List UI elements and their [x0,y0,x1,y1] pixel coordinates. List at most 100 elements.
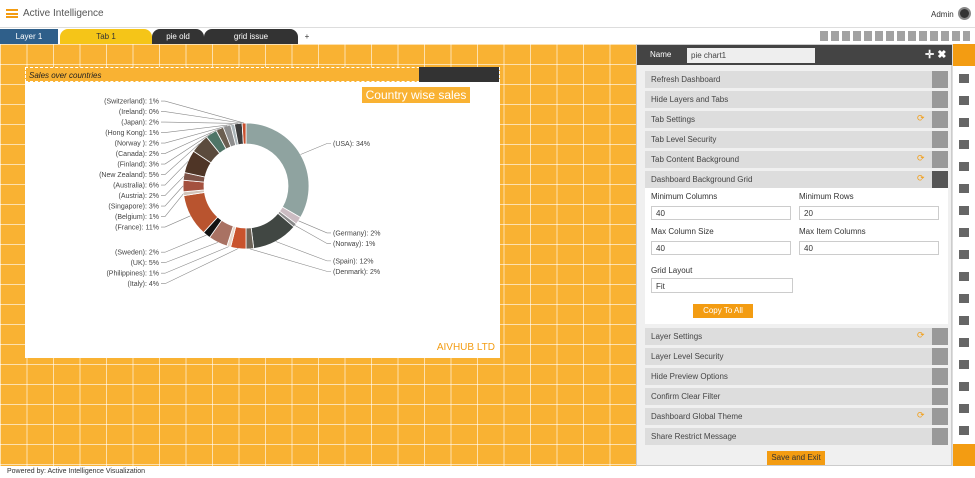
section-header[interactable]: Confirm Clear Filter [645,388,948,405]
toggle-button[interactable] [932,91,948,108]
data-label: (Germany): 2% [333,230,380,237]
number-input[interactable]: 20 [799,206,939,220]
select-input[interactable]: Fit [651,278,793,293]
leader-line [161,100,245,124]
copy-button[interactable]: Copy To All [693,304,753,318]
name-label: Name [650,50,672,59]
sidebar-icons[interactable] [959,74,969,454]
menu-icon[interactable] [6,9,18,18]
app-title: Active Intelligence [23,8,104,19]
section-header[interactable]: Hide Layers and Tabs [645,91,948,108]
toggle-button[interactable] [932,328,948,345]
chart-title: Country wise sales [366,88,467,102]
data-label: (Austria): 2% [119,193,159,200]
refresh-icon[interactable]: ⟳ [917,173,925,183]
data-label: (Norway): 1% [333,241,375,248]
leader-line [161,111,243,124]
toggle-button[interactable] [932,348,948,365]
data-label: (Norway ): 2% [115,141,159,148]
section-header[interactable]: Tab Settings ⟳ [645,111,948,128]
section-header[interactable]: Layer Level Security [645,348,948,365]
tab[interactable]: pie old [152,29,204,44]
refresh-icon[interactable]: ⟳ [917,153,925,163]
data-label: (Switzerland): 1% [104,99,159,106]
tab[interactable]: Layer 1 [0,29,58,44]
widget-tools[interactable] [419,67,499,82]
section-header[interactable]: Dashboard Background Grid ⟳ [645,171,948,188]
data-label: (France): 11% [115,225,159,232]
leader-line [161,128,220,154]
data-label: (Sweden): 2% [115,250,159,257]
leader-line [161,248,239,285]
leader-line [161,185,184,207]
toggle-button[interactable] [932,111,948,128]
user-name[interactable]: Admin [931,10,954,19]
field-label: Max Column Size [651,227,714,236]
refresh-icon[interactable]: ⟳ [917,113,925,123]
tab[interactable]: + [300,29,314,44]
leader-line [161,143,200,175]
data-label: (New Zealand): 5% [99,172,159,179]
leader-line [161,193,184,217]
footer: Powered by: Active Intelligence Visualiz… [7,468,146,475]
leader-line [161,176,184,196]
leader-line [161,161,189,186]
section-header[interactable]: Hide Preview Options [645,368,948,385]
chart-title-bg [362,87,470,103]
settings-panel: Name pie chart1 ✛ ✖ Refresh Dashboard Hid… [636,44,953,467]
section-header[interactable]: Tab Level Security [645,131,948,148]
sidebar-bottom[interactable] [953,444,975,466]
right-sidebar [952,44,975,466]
leader-line [298,220,331,234]
leader-line [294,225,331,244]
tab-bar: Layer 1 Tab 1 pie old grid issue + [0,29,975,44]
number-input[interactable]: 40 [651,241,791,255]
toggle-button[interactable] [932,408,948,425]
toggle-button[interactable] [932,71,948,88]
section-header[interactable]: Share Restrict Message [645,428,948,445]
tab[interactable]: Tab 1 [60,29,152,44]
panel-close[interactable]: ✛ ✖ [925,49,947,61]
avatar[interactable] [958,7,971,20]
section-header[interactable]: Tab Content Background ⟳ [645,151,948,168]
data-label: (Australia): 6% [113,183,159,190]
donut-slice [245,122,310,219]
data-label: (Spain): 12% [333,258,373,265]
field-label: Grid Layout [651,266,693,275]
leader-line [275,241,331,262]
header: Active Intelligence Admin [0,0,975,28]
tab[interactable]: grid issue [204,29,298,44]
leader-line [161,215,191,228]
menu-bar [6,13,18,15]
data-label: (Finland): 3% [117,162,159,169]
section-header[interactable]: Dashboard Global Theme ⟳ [645,408,948,425]
save-button[interactable]: Save and Exit [767,451,825,465]
section-header[interactable]: Layer Settings ⟳ [645,328,948,345]
data-label: (Hong Kong): 1% [105,130,159,137]
toggle-button[interactable] [932,428,948,445]
toolbar-icons [820,31,970,41]
data-label: (USA): 34% [333,141,370,148]
leader-line [249,248,331,272]
leader-line [300,143,331,155]
name-input[interactable]: pie chart1 [687,48,815,63]
sidebar-top[interactable] [953,44,975,66]
field-label: Max Item Columns [799,227,866,236]
leader-line [161,124,233,133]
section-list: Refresh Dashboard Hide Layers and Tabs Tab… [637,45,953,467]
toggle-button[interactable] [932,388,948,405]
field-label: Minimum Rows [799,192,854,201]
refresh-icon[interactable]: ⟳ [917,410,925,420]
refresh-icon[interactable]: ⟳ [917,330,925,340]
toggle-button[interactable] [932,368,948,385]
toggle-button[interactable] [932,151,948,168]
toggle-button[interactable] [932,131,948,148]
data-label: (Denmark): 2% [333,269,380,276]
number-input[interactable]: 40 [651,206,791,220]
number-input[interactable]: 40 [799,241,939,255]
leader-line [161,246,229,274]
panel-header: Name pie chart1 ✛ ✖ [637,45,953,65]
data-label: (Philippines): 1% [106,271,159,278]
toggle-button[interactable] [932,171,948,188]
section-header[interactable]: Refresh Dashboard [645,71,948,88]
